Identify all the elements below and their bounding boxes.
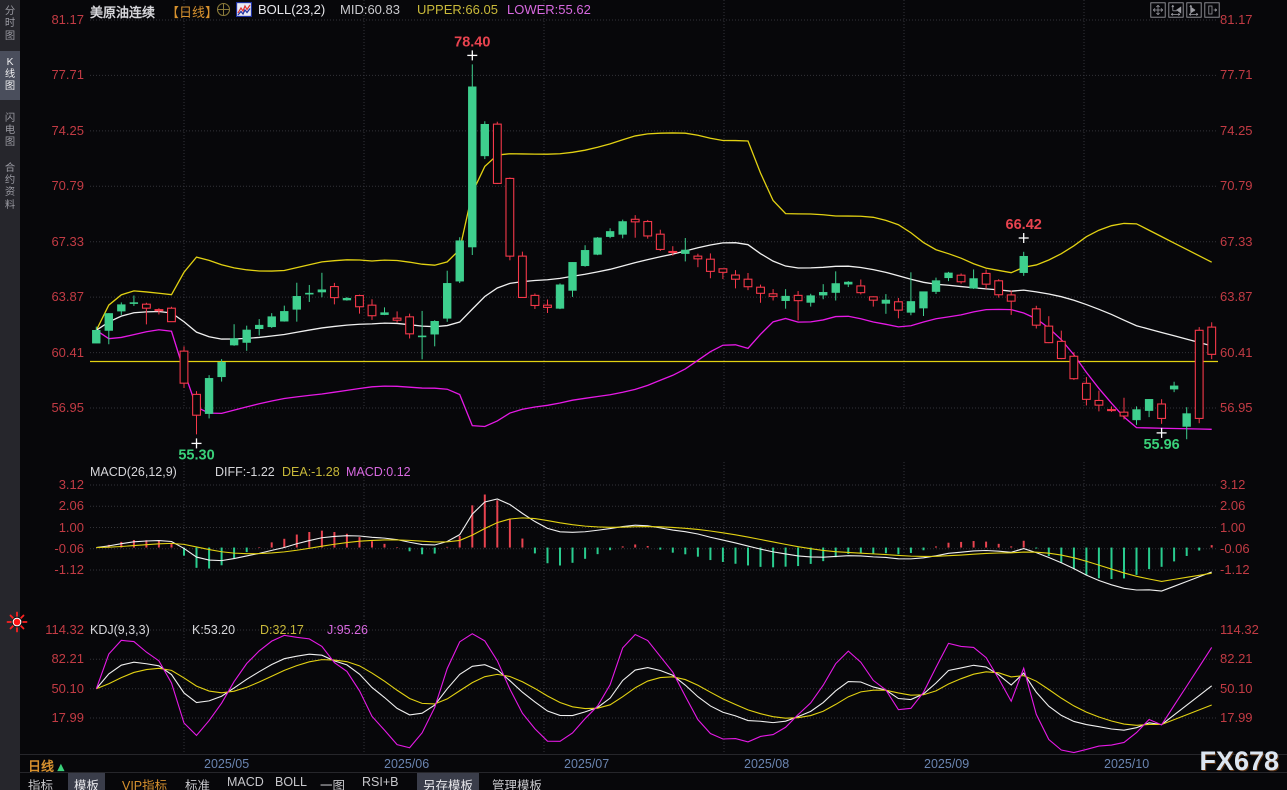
svg-text:78.40: 78.40 — [454, 34, 490, 50]
svg-text:66.42: 66.42 — [1006, 217, 1042, 233]
svg-text:55.30: 55.30 — [178, 447, 214, 463]
svg-text:55.96: 55.96 — [1143, 437, 1179, 453]
